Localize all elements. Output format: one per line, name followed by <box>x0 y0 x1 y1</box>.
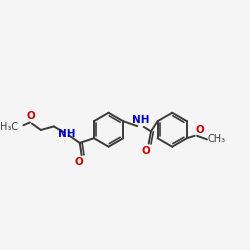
Text: NH: NH <box>132 115 149 125</box>
Text: O: O <box>26 112 35 122</box>
Text: CH₃: CH₃ <box>208 134 226 144</box>
Text: H₃C: H₃C <box>0 122 18 132</box>
Text: O: O <box>196 125 204 135</box>
Text: O: O <box>74 157 83 167</box>
Text: O: O <box>142 146 151 156</box>
Text: NH: NH <box>58 129 76 139</box>
